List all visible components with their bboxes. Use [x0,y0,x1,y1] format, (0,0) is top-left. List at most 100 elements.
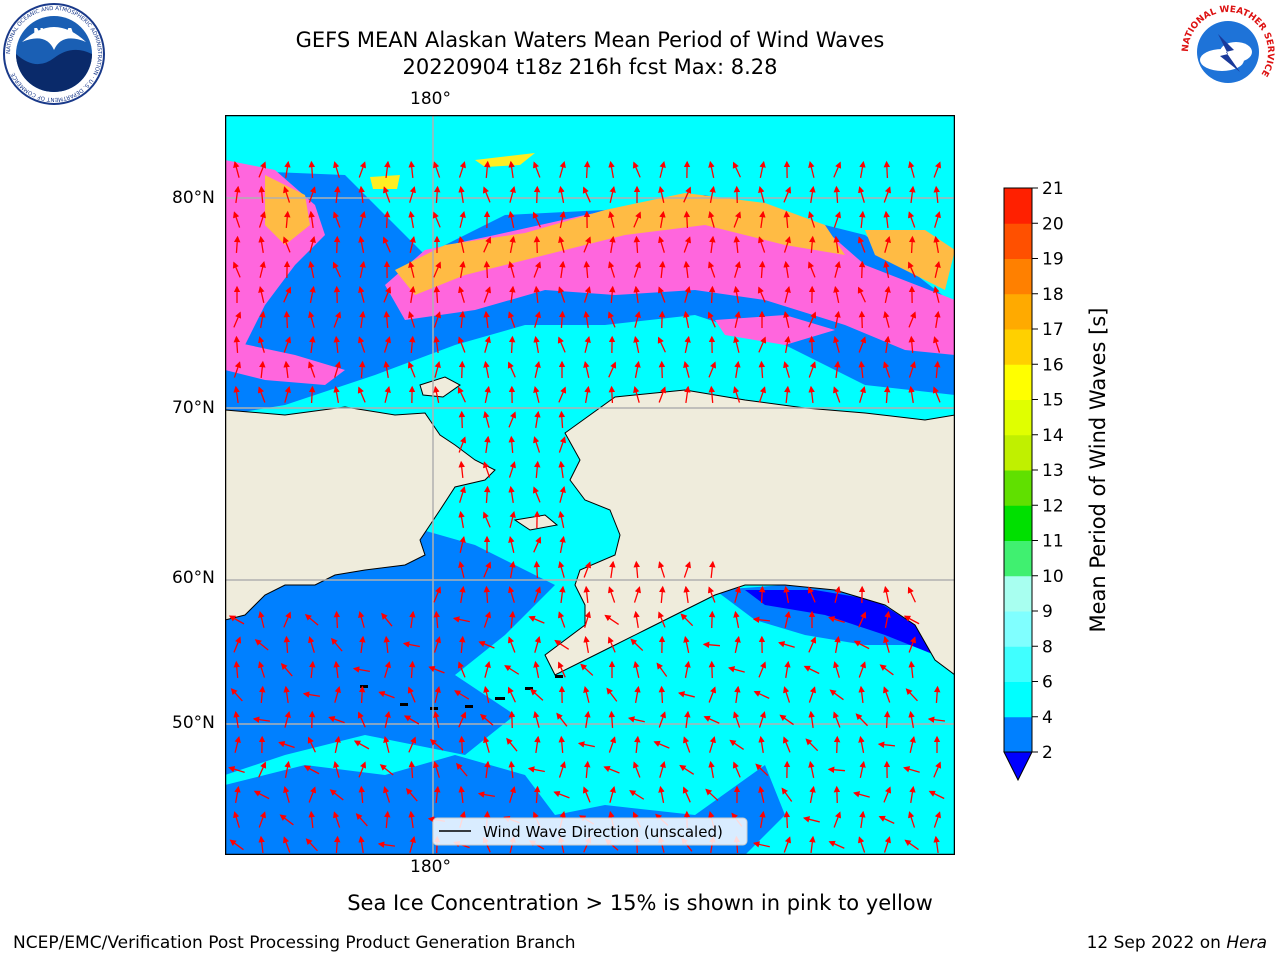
wave-direction-arrow [709,235,716,254]
wave-direction-arrow [883,361,891,378]
wave-direction-arrow [933,185,940,204]
wave-direction-arrow [807,261,816,278]
wave-direction-arrow [482,186,491,203]
wave-direction-arrow [556,712,568,727]
wave-direction-arrow [582,186,591,203]
wave-direction-arrow [608,710,616,729]
wave-direction-arrow [659,260,666,279]
wave-direction-arrow [584,611,591,628]
wave-direction-arrow [559,486,566,503]
wave-direction-arrow [484,435,491,454]
wave-direction-arrow [507,636,516,653]
wave-direction-arrow [759,160,766,178]
wave-direction-arrow [558,510,565,528]
wave-direction-arrow [682,736,691,753]
wave-direction-arrow [457,386,466,403]
wave-direction-arrow [858,310,866,329]
wave-direction-arrow [258,761,267,778]
wave-direction-arrow [733,711,741,728]
wave-direction-arrow [753,690,770,699]
wave-direction-arrow [358,235,365,253]
wave-direction-arrow [933,811,941,828]
wave-direction-arrow [808,760,815,778]
wave-direction-arrow [683,361,690,378]
wave-direction-arrow [333,335,340,354]
wave-direction-arrow [833,235,840,254]
wave-direction-arrow [857,286,866,303]
wave-direction-arrow [859,810,866,829]
wave-direction-arrow [283,186,291,203]
wave-direction-arrow [783,361,790,378]
colorbar-cell [1004,611,1032,647]
colorbar: 2 4 6 8 9 10 11 12 13 14 15 16 17 18 19 20 21 [1003,180,1064,782]
wave-direction-arrow [883,311,890,328]
wave-direction-arrow [233,660,240,679]
wave-direction-arrow [534,410,541,429]
wave-direction-arrow [458,510,465,528]
wave-direction-arrow [308,710,316,729]
wave-direction-arrow [559,210,566,228]
lon-label-top: 180° [410,89,451,109]
wave-direction-arrow [408,660,416,679]
wave-direction-arrow [534,636,541,653]
wave-direction-arrow [357,711,366,728]
wave-direction-arrow [530,688,544,701]
colorbar-tick-label: 20 [1042,214,1064,234]
wave-direction-arrow [358,785,365,804]
wave-direction-arrow [484,160,491,179]
wave-direction-arrow [658,236,665,253]
wave-direction-arrow [284,760,291,778]
wave-direction-arrow [583,236,592,253]
wave-direction-arrow [409,186,416,203]
wave-direction-arrow [829,689,844,701]
wave-direction-arrow [808,686,816,703]
wave-direction-arrow [557,336,566,353]
wave-direction-arrow [884,285,891,303]
wave-direction-arrow [883,186,892,203]
wave-direction-arrow [358,360,366,379]
wave-direction-arrow [234,785,241,803]
wave-direction-arrow [433,185,441,204]
wave-direction-arrow [633,261,641,278]
wave-direction-arrow [779,714,794,726]
colorbar-tick-label: 14 [1042,426,1064,446]
wave-direction-arrow [684,660,691,678]
wave-direction-arrow [683,186,692,203]
wave-direction-arrow [733,335,740,353]
wave-direction-arrow [629,790,645,800]
wave-direction-arrow [658,386,667,403]
wave-direction-arrow [584,335,591,353]
wave-direction-arrow [932,386,941,403]
wave-direction-arrow [752,841,770,848]
wave-direction-arrow [283,786,290,803]
wave-direction-arrow [853,640,870,650]
wave-direction-arrow [884,335,891,354]
wave-direction-arrow [708,686,717,703]
wave-direction-arrow [259,260,266,278]
wave-direction-arrow [433,636,441,653]
wave-direction-arrow [632,161,641,178]
wave-direction-arrow [828,840,845,849]
wave-direction-arrow [558,761,566,778]
wave-direction-arrow [479,713,494,726]
colorbar-ticks: 2 4 6 8 9 10 11 12 13 14 15 16 17 18 19 20 21 [1032,180,1064,763]
wave-direction-arrow [509,235,516,253]
wave-direction-arrow [633,386,640,403]
wave-direction-arrow [808,211,816,228]
wave-direction-arrow [233,636,242,653]
wave-direction-arrow [333,811,341,828]
wave-direction-arrow [509,560,516,578]
wave-direction-arrow [308,636,315,653]
wave-direction-arrow [883,260,890,278]
wave-direction-arrow [484,385,491,403]
wave-direction-arrow [534,735,541,754]
colorbar-tick-label: 4 [1042,708,1053,728]
footer-date: 12 Sep 2022 on [1086,933,1227,953]
wave-direction-arrow [583,160,591,179]
wave-direction-arrow [582,786,591,803]
wave-direction-arrow [934,310,941,329]
wave-direction-arrow [634,360,641,378]
wave-direction-arrow [509,285,516,304]
wave-direction-arrow [903,766,920,773]
wave-direction-arrow [908,636,917,653]
